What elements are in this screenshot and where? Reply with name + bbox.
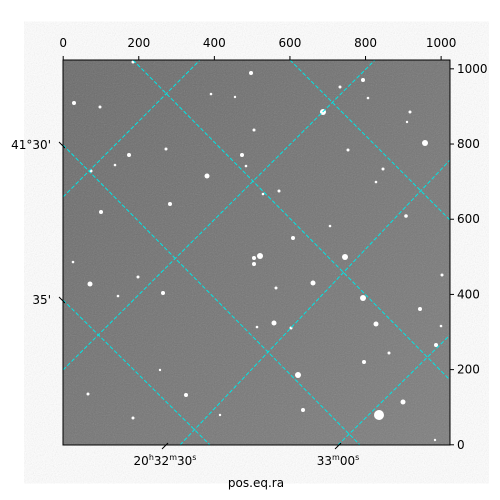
right-tick-label: 400 [457,287,480,301]
x-tick-label: 20h32m30s [134,453,197,468]
right-tick-label: 800 [457,137,480,151]
grid-line [132,60,450,381]
top-tick-label: 0 [59,36,67,50]
grid-line [63,60,376,371]
top-tick-label: 800 [354,36,377,50]
axes-frame [62,59,451,446]
grid-line [63,299,211,445]
right-tick-label: 600 [457,212,480,226]
right-tick-label: 1000 [457,62,488,76]
x-axis-label: pos.eq.ra [228,476,284,490]
top-tick-label: 600 [278,36,301,50]
x-tick [334,442,342,450]
y-tick [58,296,66,304]
x-tick-label: 33m00s [317,453,360,468]
grid-line [179,159,450,445]
grid-line [63,60,201,198]
y-tick-label: 41°30' [11,138,51,152]
grid-line [63,144,361,445]
top-tick-label: 400 [203,36,226,50]
top-tick-label: 200 [127,36,150,50]
right-tick-label: 200 [457,363,480,377]
sky-image [63,60,450,445]
y-tick [58,141,66,149]
top-tick-label: 1000 [426,36,457,50]
y-tick-label: 35' [32,293,51,307]
grid-line [289,60,450,221]
grid-line [337,334,450,445]
x-tick [161,442,169,450]
coordinate-grid [63,60,450,445]
right-tick-label: 0 [457,438,465,452]
